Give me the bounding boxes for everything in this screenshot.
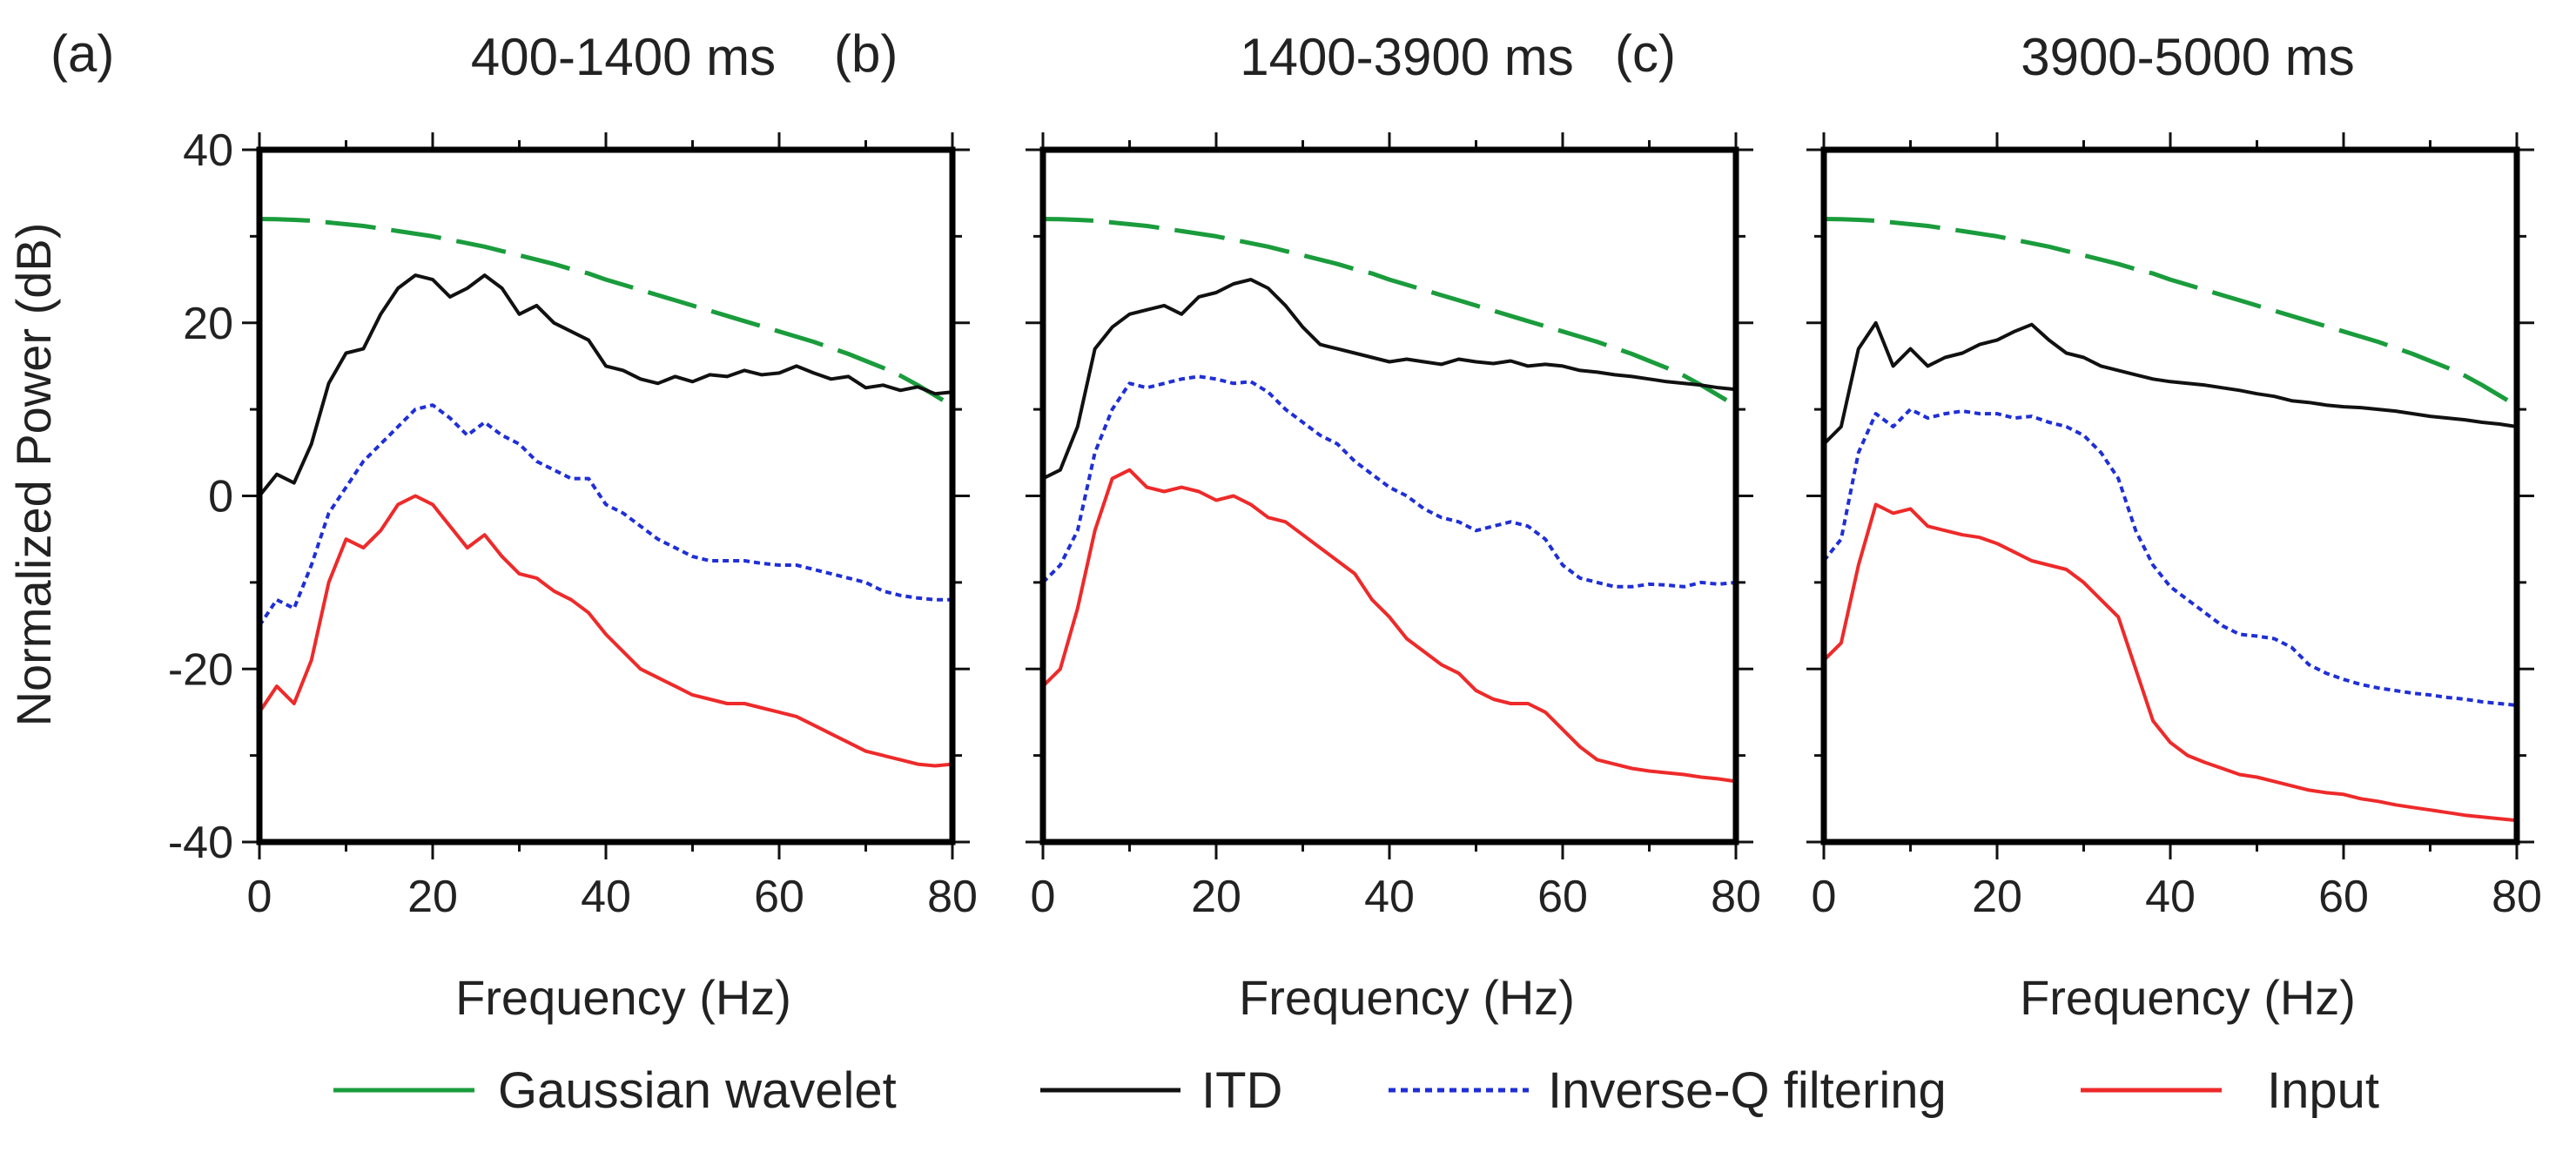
series-line-inverse-q-filtering xyxy=(1041,374,1737,589)
panel-title: 1400-3900 ms xyxy=(1240,28,1574,86)
plot-frame xyxy=(1820,146,2520,845)
x-tick-label: 20 xyxy=(1191,872,1241,922)
x-tick-label: 80 xyxy=(1711,872,1761,922)
plot-frame xyxy=(1039,146,1739,845)
y-tick-label: 40 xyxy=(183,125,233,176)
x-axis-label: Frequency (Hz) xyxy=(455,970,791,1025)
series-line-itd xyxy=(258,273,953,497)
x-tick-label: 0 xyxy=(247,872,272,922)
panel-label: (a) xyxy=(50,24,114,83)
y-tick-label: 0 xyxy=(208,472,233,522)
x-tick-label: 60 xyxy=(2318,872,2369,922)
y-tick-label: -20 xyxy=(168,644,233,695)
panels-container: (a) 400-1400 ms 0 20 40 60 80 40 20 0 -20 -40 Freque… xyxy=(50,24,2542,1025)
x-tick-label: 80 xyxy=(927,872,978,922)
series-line-gaussian-wavelet xyxy=(1042,217,1738,408)
series-line-itd xyxy=(1042,278,1737,481)
panel-1: (a) 400-1400 ms 0 20 40 60 80 40 20 0 -20 -40 Freque… xyxy=(50,24,978,1025)
x-tick-label: 60 xyxy=(1537,872,1588,922)
panel-title: 400-1400 ms xyxy=(471,28,776,86)
series-line-gaussian-wavelet xyxy=(259,217,954,408)
x-tick-label: 60 xyxy=(754,872,804,922)
panel-label: (c) xyxy=(1615,24,1676,83)
panel-label: (b) xyxy=(834,24,898,83)
panel-3: (c) 3900-5000 ms 0 20 40 60 80 Frequency (Hz) xyxy=(1615,24,2542,1025)
y-axis-label: Normalized Power (dB) xyxy=(6,223,61,727)
legend-label-itd: ITD xyxy=(1201,1062,1282,1119)
panel-title: 3900-5000 ms xyxy=(2021,28,2355,86)
series-line-input xyxy=(1041,468,1737,784)
series-line-inverse-q-filtering xyxy=(258,403,952,627)
x-tick-label: 20 xyxy=(1972,872,2022,922)
x-tick-label: 0 xyxy=(1031,872,1056,922)
x-tick-label: 0 xyxy=(1812,872,1837,922)
series-line-itd xyxy=(1822,320,2518,446)
x-tick-label: 40 xyxy=(581,872,631,922)
series-line-gaussian-wavelet xyxy=(1823,217,2519,408)
x-tick-label: 20 xyxy=(407,872,458,922)
panel-2: (b) 1400-3900 ms 0 20 40 60 80 Frequency (Hz) xyxy=(834,24,1761,1025)
plot-frame xyxy=(256,146,956,845)
legend: Gaussian wavelet ITD Inverse-Q filtering… xyxy=(333,1062,2379,1119)
series-line-input xyxy=(258,494,953,768)
x-axis-label: Frequency (Hz) xyxy=(2020,970,2356,1025)
legend-label-inverse-q: Inverse-Q filtering xyxy=(1548,1062,1947,1119)
y-tick-label: -40 xyxy=(168,818,233,868)
y-tick-label: 20 xyxy=(183,299,233,349)
x-axis-label: Frequency (Hz) xyxy=(1239,970,1575,1025)
legend-label-gaussian-wavelet: Gaussian wavelet xyxy=(498,1062,897,1119)
series-line-inverse-q-filtering xyxy=(1822,408,2518,707)
x-tick-label: 80 xyxy=(2492,872,2542,922)
x-tick-label: 40 xyxy=(1364,872,1415,922)
x-tick-label: 40 xyxy=(2145,872,2196,922)
series-line-input xyxy=(1822,502,2518,823)
legend-label-input: Input xyxy=(2267,1062,2379,1119)
